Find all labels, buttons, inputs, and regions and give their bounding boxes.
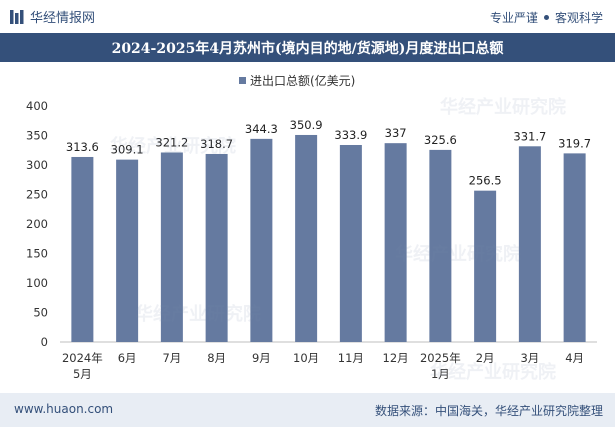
x-tick-label: 2月 <box>476 351 495 365</box>
bar <box>116 159 139 342</box>
y-tick-label: 150 <box>26 247 48 261</box>
slogan-right: 客观科学 <box>554 11 603 25</box>
watermark: 华经产业研究院 <box>395 244 521 265</box>
x-tick-label: 1月 <box>431 367 450 381</box>
legend-swatch <box>239 77 246 84</box>
y-tick-label: 350 <box>26 129 48 143</box>
y-tick-label: 250 <box>26 188 48 202</box>
bar <box>429 149 452 342</box>
data-label: 309.1 <box>111 143 144 157</box>
data-label: 321.2 <box>155 135 188 149</box>
y-tick-label: 0 <box>41 335 48 349</box>
x-tick-label: 12月 <box>383 351 409 365</box>
bar <box>563 153 586 342</box>
y-tick-label: 50 <box>33 306 48 320</box>
x-tick-label: 10月 <box>293 351 319 365</box>
slogan: 专业严谨 客观科学 <box>490 9 603 26</box>
footer-source: 数据来源：中国海关，华经产业研究院整理 <box>374 404 603 418</box>
bar <box>250 138 273 342</box>
x-tick-label: 2025年 <box>420 351 461 365</box>
x-tick-label: 2024年 <box>62 351 103 365</box>
title-bar: 2024-2025年4月苏州市(境内目的地/货源地)月度进出口总额 <box>0 33 615 62</box>
data-label: 333.9 <box>334 128 367 142</box>
x-tick-label: 11月 <box>338 351 364 365</box>
data-label: 313.6 <box>66 140 99 154</box>
bar <box>295 134 318 342</box>
x-tick-label: 3月 <box>520 351 539 365</box>
y-tick-label: 400 <box>26 99 48 113</box>
y-tick-label: 200 <box>26 217 48 231</box>
separator-dot-icon <box>543 15 549 20</box>
y-tick-label: 100 <box>26 276 48 290</box>
x-tick-label: 8月 <box>207 351 226 365</box>
brand-name: 华经情报网 <box>30 11 96 26</box>
footer: www.huaon.com 数据来源：中国海关，华经产业研究院整理 <box>0 393 615 427</box>
data-label: 350.9 <box>290 118 323 132</box>
watermark: 华经产业研究院 <box>440 97 566 118</box>
watermark: 华经产业研究院 <box>110 136 236 157</box>
bar <box>518 146 541 342</box>
footer-url[interactable]: www.huaon.com <box>14 402 114 416</box>
data-label: 337 <box>385 126 407 140</box>
bar <box>384 143 407 342</box>
x-tick-label: 6月 <box>118 351 137 365</box>
bar <box>71 156 94 342</box>
x-tick-label: 9月 <box>252 351 271 365</box>
data-label: 344.3 <box>245 122 278 136</box>
x-tick-label: 7月 <box>162 351 181 365</box>
bar <box>205 153 228 342</box>
data-label: 325.6 <box>424 133 457 147</box>
brand: 华经情报网 <box>10 7 95 26</box>
chart-title: 2024-2025年4月苏州市(境内目的地/货源地)月度进出口总额 <box>111 41 504 57</box>
data-label: 331.7 <box>513 129 546 143</box>
bar-chart: 进出口总额(亿美元) 0 50 100 150 200 250 300 350 400 313.6 2… <box>26 73 597 381</box>
watermark: 华经产业研究院 <box>135 304 261 325</box>
y-tick-label: 300 <box>26 158 48 172</box>
bar <box>339 144 362 342</box>
huajing-logo-icon <box>10 9 24 24</box>
legend-label: 进出口总额(亿美元) <box>250 73 355 88</box>
x-tick-label: 4月 <box>565 351 584 365</box>
data-label: 319.7 <box>558 136 591 150</box>
bar <box>160 152 183 342</box>
data-label: 318.7 <box>200 137 233 151</box>
top-bar: 华经情报网 专业严谨 客观科学 <box>0 0 615 33</box>
data-label: 256.5 <box>469 174 502 188</box>
bar <box>474 190 497 342</box>
watermark: 华经产业研究院 <box>430 362 556 383</box>
x-tick-label: 5月 <box>73 367 92 381</box>
slogan-left: 专业严谨 <box>489 11 538 25</box>
